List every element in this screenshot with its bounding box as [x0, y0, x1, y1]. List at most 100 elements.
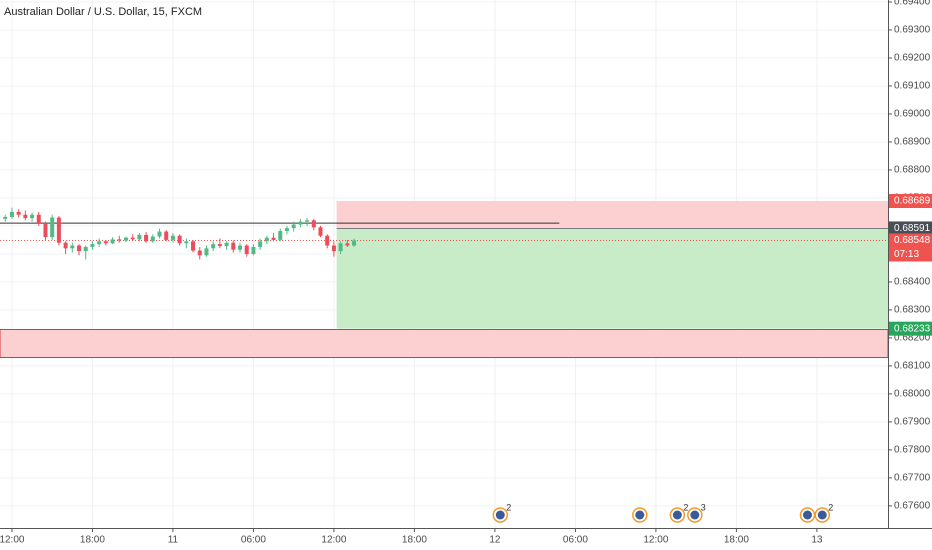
candle-body	[251, 246, 256, 254]
price-tag	[889, 233, 932, 248]
candle-body	[284, 228, 289, 231]
candle-body	[231, 242, 236, 250]
x-tick-label: 12:00	[643, 535, 668, 546]
candle-body	[164, 231, 169, 240]
candle-body	[298, 221, 303, 225]
event-icon-inner	[690, 510, 700, 520]
candle-body	[197, 250, 202, 256]
y-tick-label: 0.69100	[894, 81, 931, 92]
candle-body	[338, 243, 343, 252]
candle-body	[144, 234, 149, 242]
candle-body	[244, 245, 249, 254]
candle-body	[110, 239, 115, 244]
countdown-label: 07:13	[894, 249, 919, 260]
price-tag-label: 0.68591	[894, 223, 931, 234]
candle-body	[16, 211, 21, 215]
y-tick-label: 0.69200	[894, 53, 931, 64]
y-tick-label: 0.68400	[894, 277, 931, 288]
candle-body	[97, 241, 102, 245]
candle-body	[278, 230, 283, 240]
y-tick-label: 0.69300	[894, 25, 931, 36]
x-tick-label: 12:00	[321, 535, 346, 546]
y-tick-label: 0.67600	[894, 501, 931, 512]
candle-body	[170, 235, 175, 240]
y-tick-label: 0.68900	[894, 137, 931, 148]
price-tag-label: 0.68233	[894, 323, 931, 334]
candle-body	[224, 242, 229, 247]
x-tick-label: 12	[489, 535, 501, 546]
y-tick-label: 0.67900	[894, 417, 931, 428]
candle-body	[311, 220, 316, 228]
y-tick-label: 0.68800	[894, 165, 931, 176]
candle-body	[237, 245, 243, 250]
x-tick-label: 18:00	[724, 535, 749, 546]
candle-body	[43, 223, 48, 238]
candle-body	[23, 214, 28, 219]
candle-body	[3, 216, 8, 219]
y-tick-label: 0.68300	[894, 305, 931, 316]
candle-body	[345, 243, 350, 246]
countdown-tag	[889, 247, 932, 262]
candle-body	[50, 217, 55, 238]
candle-body	[305, 220, 310, 222]
candle-body	[204, 248, 209, 256]
price-tag	[889, 221, 932, 236]
plot-layer: 2 2 3 2	[0, 201, 889, 523]
price-tag-label: 0.68548	[894, 235, 931, 246]
y-tick-label: 0.67700	[894, 473, 931, 484]
x-tick-label: 11	[168, 535, 179, 546]
x-tick-label: 13	[811, 535, 823, 546]
candle-body	[264, 237, 269, 242]
event-count: 2	[828, 502, 833, 512]
candle-body	[318, 227, 323, 236]
candle-body	[291, 224, 296, 229]
candle-body	[217, 244, 222, 247]
candle-body	[331, 245, 336, 252]
event-count: 3	[701, 502, 706, 512]
event-icon-inner	[672, 510, 682, 520]
candle-body	[352, 240, 357, 246]
candle-body	[325, 235, 330, 246]
y-tick-label: 0.68000	[894, 389, 931, 400]
candle-body	[184, 241, 189, 244]
candle-body	[70, 245, 75, 249]
x-tick-label: 18:00	[402, 535, 427, 546]
candle-body	[9, 211, 14, 217]
candle-body	[77, 245, 82, 252]
candle-body	[157, 231, 162, 237]
position-loss	[336, 201, 888, 229]
position-profit	[336, 228, 888, 329]
event-icon-inner	[803, 510, 813, 520]
candle-body	[137, 234, 142, 240]
x-tick-label: 06:00	[563, 535, 588, 546]
candle-body	[90, 244, 95, 247]
y-tick-label: 0.69000	[894, 109, 931, 120]
price-tag	[889, 194, 932, 209]
candle-body	[83, 246, 88, 252]
candle-body	[36, 214, 41, 224]
candle-body	[30, 214, 35, 219]
y-tick-label: 0.69400	[894, 0, 931, 8]
event-icon-inner	[495, 510, 505, 520]
candle-body	[130, 237, 135, 240]
candle-body	[63, 242, 68, 249]
candle-body	[191, 241, 196, 251]
candle-body	[103, 241, 108, 244]
event-count: 2	[683, 502, 688, 512]
zone	[0, 329, 889, 359]
x-tick-label: 12:00	[0, 535, 25, 546]
y-tick-label: 0.68200	[894, 333, 931, 344]
chart-title: Australian Dollar / U.S. Dollar, 15, FXC…	[4, 6, 202, 18]
y-tick-label: 0.68100	[894, 361, 931, 372]
candle-body	[177, 235, 182, 244]
price-tag	[889, 321, 932, 336]
x-tick-label: 06:00	[241, 535, 266, 546]
candle-body	[271, 237, 276, 240]
event-icon-inner	[817, 510, 827, 520]
x-tick-label: 18:00	[80, 535, 105, 546]
candle-body	[211, 244, 216, 249]
y-tick-label: 0.67800	[894, 445, 931, 456]
event-icon-inner	[635, 510, 645, 520]
candle-body	[150, 236, 155, 242]
